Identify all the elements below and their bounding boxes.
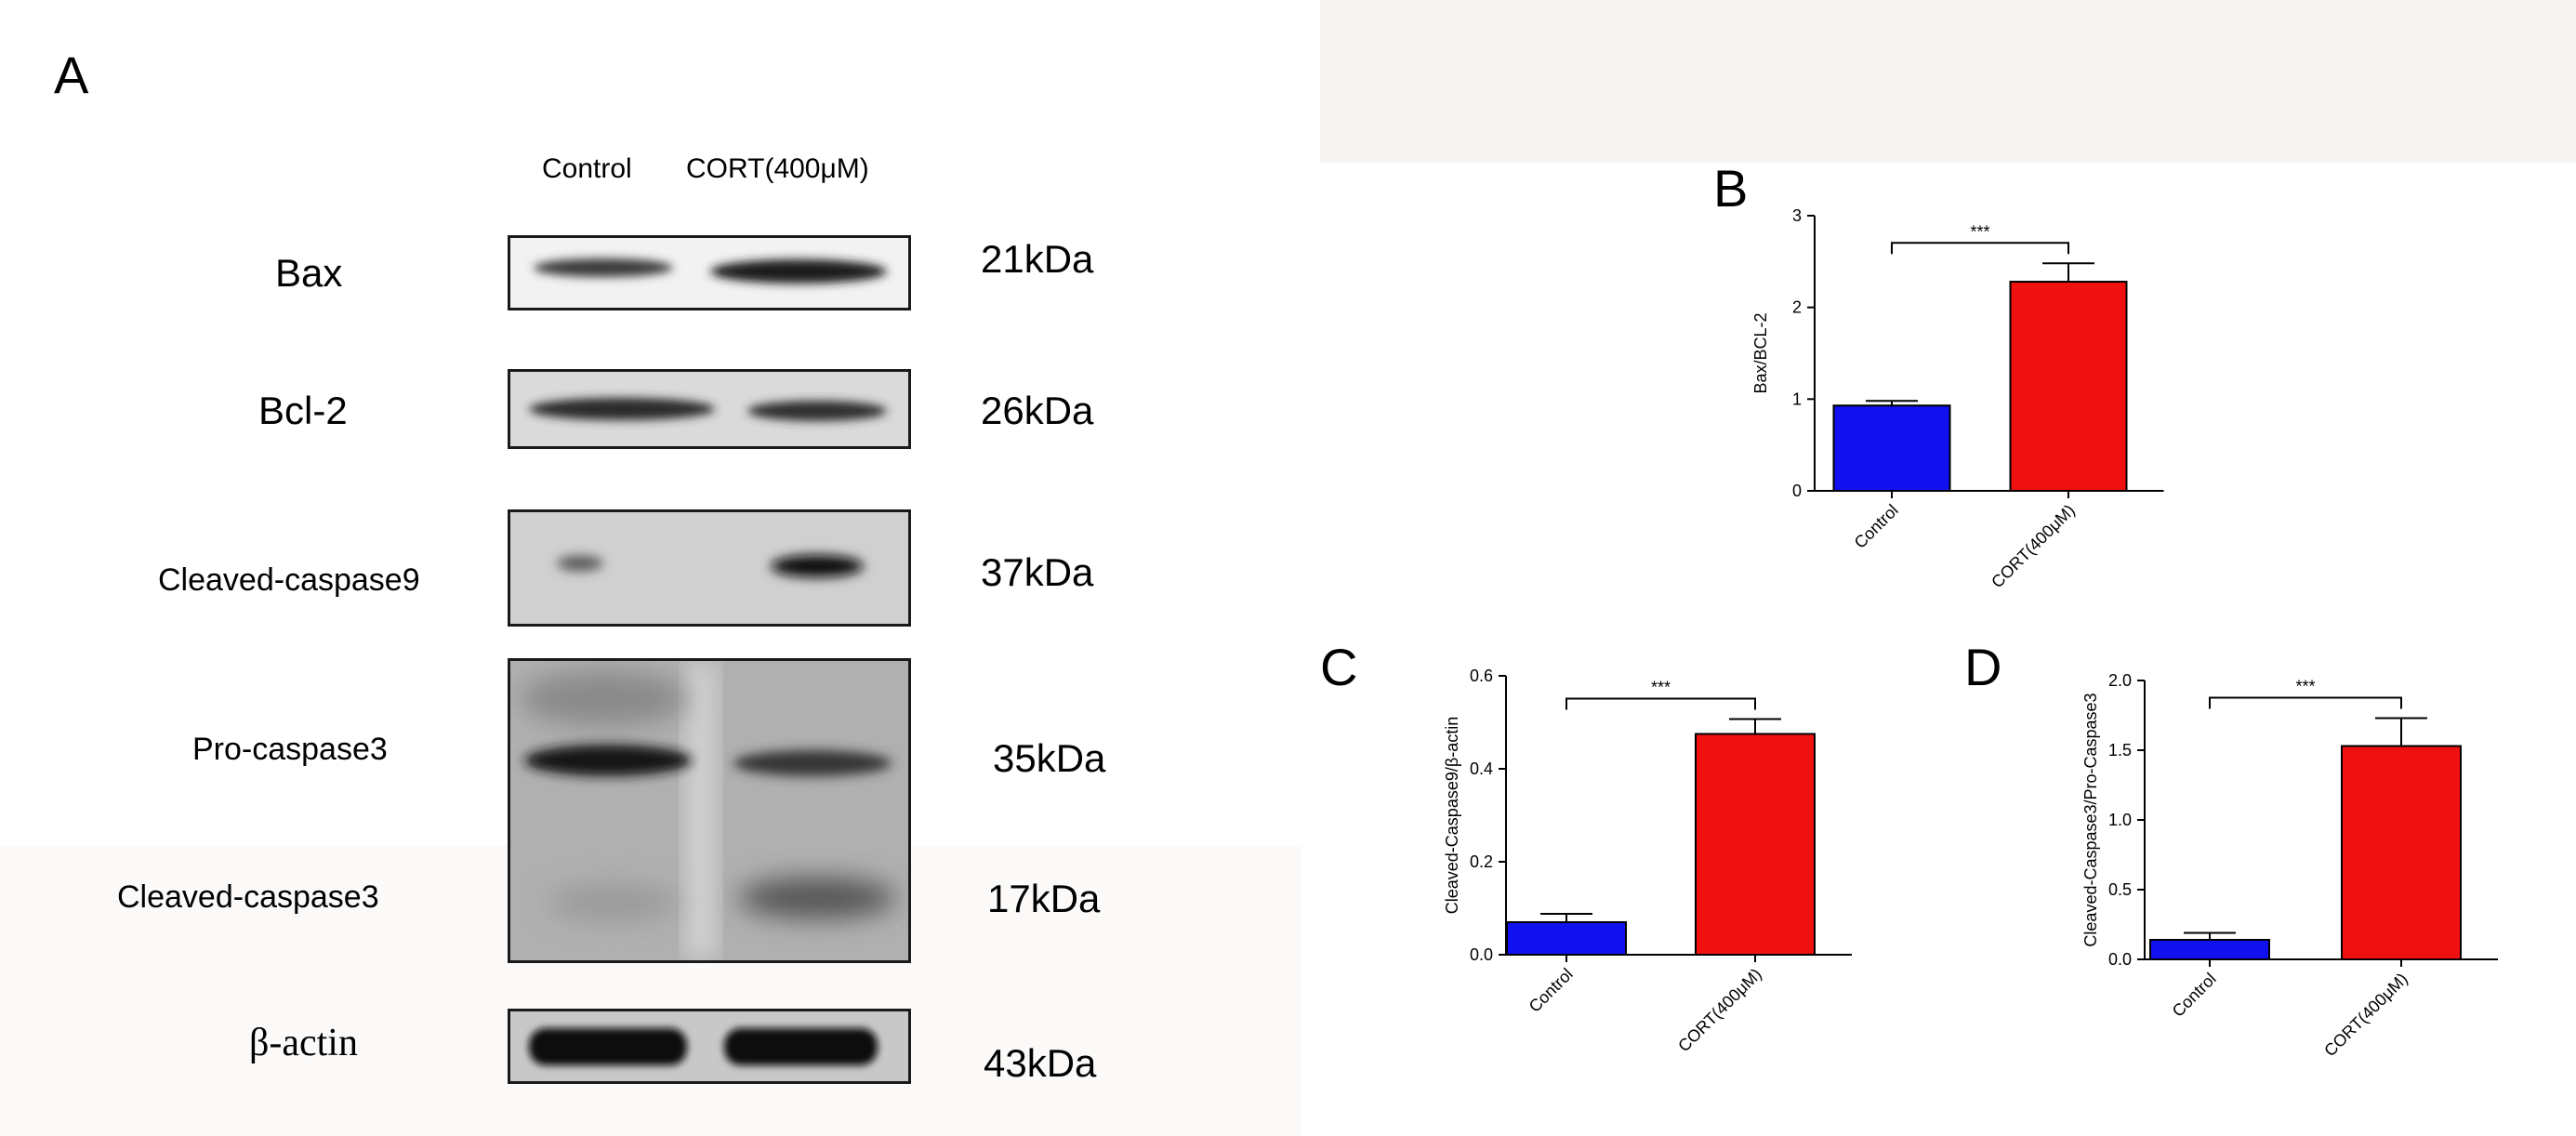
- bar-d-cort: [2341, 745, 2462, 960]
- x-tick-label-d: Control: [2169, 970, 2220, 1021]
- y-tick-label-b: 2: [1792, 298, 1802, 317]
- y-tick-label-c: 0.0: [1470, 945, 1493, 964]
- y-tick-label-b: 1: [1792, 390, 1802, 408]
- bar-chart-d: 0.0 0.5 1.0 1.5 2.0 Cleaved-Caspase3/Pro-Casp…: [2081, 671, 2498, 1061]
- protein-label-bcl2: Bcl-2: [258, 389, 348, 432]
- panel-letter-a: A: [54, 46, 89, 104]
- bar-b-cort: [2009, 281, 2128, 493]
- blot-beta-actin: [508, 1009, 911, 1084]
- blot-beta-actin-bands: [529, 1028, 878, 1065]
- kda-label-beta-actin: 43kDa: [984, 1041, 1097, 1085]
- bar-chart-b: 0 1 2 3 Bax/BCL-2 Control CORT(400μM) ***: [1751, 206, 2164, 592]
- y-axis-label-c: Cleaved-Caspase9/β-actin: [1443, 717, 1461, 914]
- blot-bcl2: [508, 369, 911, 449]
- blot-cleaved-caspase9-bands: [557, 555, 864, 577]
- protein-label-cleaved-caspase9: Cleaved-caspase9: [158, 562, 420, 598]
- bar-d-control: [2149, 939, 2270, 960]
- protein-label-cleaved-caspase3: Cleaved-caspase3: [117, 879, 379, 915]
- y-tick-label-d: 1.5: [2108, 741, 2132, 760]
- blot-bax: [508, 235, 911, 310]
- blot-bcl2-bands: [529, 398, 887, 421]
- y-axis-label-b: Bax/BCL-2: [1751, 312, 1770, 393]
- lane-header-control: Control: [542, 153, 632, 184]
- x-tick-label-b: Control: [1851, 501, 1902, 552]
- significance-label-c: ***: [1651, 679, 1671, 697]
- y-tick-label-c: 0.6: [1470, 667, 1493, 685]
- blot-caspase3: [508, 658, 911, 963]
- x-tick-label-b: CORT(400μM): [1988, 501, 2079, 592]
- protein-label-beta-actin: β-actin: [249, 1022, 358, 1064]
- x-tick-label-d: CORT(400μM): [2320, 970, 2411, 1061]
- significance-bracket-d: [2209, 696, 2402, 709]
- kda-label-cleaved-caspase9: 37kDa: [981, 550, 1094, 594]
- y-tick-label-c: 0.4: [1470, 760, 1493, 778]
- bar-c-cort: [1695, 733, 1816, 956]
- blot-cleaved-caspase9: [508, 509, 911, 627]
- x-tick-label-c: CORT(400μM): [1674, 965, 1765, 1056]
- significance-label-d: ***: [2295, 678, 2315, 696]
- panel-letter-d: D: [1964, 638, 2002, 696]
- kda-label-bax: 21kDa: [981, 237, 1094, 281]
- kda-label-pro-caspase3: 35kDa: [993, 736, 1106, 780]
- blot-bax-bands: [534, 258, 887, 284]
- significance-bracket-c: [1565, 697, 1756, 710]
- y-tick-label-b: 3: [1792, 206, 1802, 225]
- bar-c-control: [1506, 921, 1627, 956]
- panel-letter-c: C: [1320, 638, 1358, 696]
- y-tick-label-d: 0.5: [2108, 880, 2132, 899]
- panel-background: [1320, 0, 2576, 163]
- y-tick-label-c: 0.2: [1470, 852, 1493, 871]
- protein-label-bax: Bax: [275, 251, 343, 295]
- kda-label-cleaved-caspase3: 17kDa: [987, 877, 1101, 920]
- protein-label-pro-caspase3: Pro-caspase3: [192, 732, 388, 767]
- x-tick-label-c: Control: [1526, 965, 1577, 1016]
- y-tick-label-d: 1.0: [2108, 811, 2132, 829]
- lane-header-cort: CORT(400μM): [686, 153, 869, 184]
- y-axis-label-d: Cleaved-Caspase3/Pro-Caspase3: [2081, 693, 2100, 946]
- bar-b-control: [1832, 404, 1951, 493]
- y-tick-label-b: 0: [1792, 482, 1802, 500]
- kda-label-bcl2: 26kDa: [981, 389, 1094, 432]
- panel-letter-b: B: [1713, 159, 1749, 218]
- significance-label-b: ***: [1970, 222, 1989, 241]
- bar-chart-c: 0.0 0.2 0.4 0.6 Cleaved-Caspase9/β-actin Cont…: [1443, 667, 1852, 1056]
- y-tick-label-d: 2.0: [2108, 671, 2132, 690]
- y-tick-label-d: 0.0: [2108, 950, 2132, 969]
- blot-caspase3-bands: [510, 661, 908, 960]
- significance-bracket-b: [1891, 242, 2069, 255]
